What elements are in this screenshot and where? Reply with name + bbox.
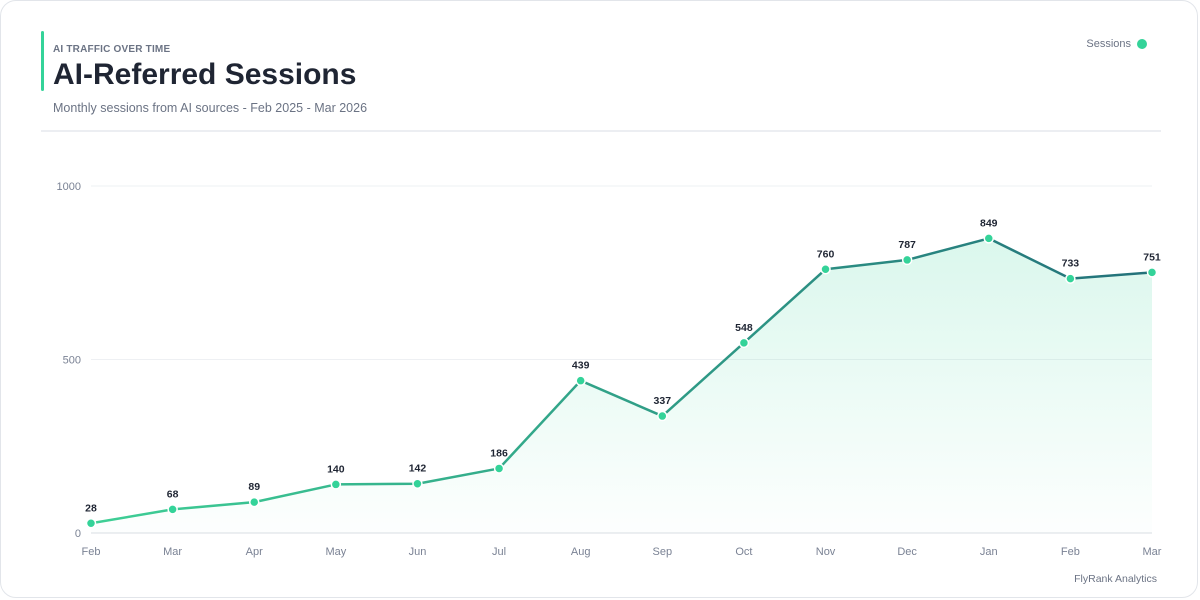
data-point [412, 478, 423, 489]
footer-credit: FlyRank Analytics [1074, 573, 1157, 585]
data-label: 548 [735, 322, 753, 334]
x-tick-label: Feb [1061, 546, 1080, 558]
data-label: 751 [1143, 251, 1161, 263]
data-label: 787 [898, 239, 916, 251]
data-point [493, 463, 505, 474]
data-point [657, 410, 668, 422]
data-point [820, 264, 831, 275]
data-point [167, 504, 178, 515]
accent-bar [41, 31, 44, 91]
series-line [89, 237, 1154, 525]
x-tick-label: Sep [653, 546, 673, 558]
data-label: 760 [817, 248, 835, 260]
x-tick-label: Dec [897, 546, 917, 558]
legend: Sessions [1086, 38, 1147, 50]
data-label: 186 [490, 447, 508, 459]
data-point [330, 479, 342, 490]
chart-title: AI-Referred Sessions [53, 58, 357, 91]
data-point [1146, 267, 1158, 278]
chart-kicker: AI TRAFFIC OVER TIME [53, 44, 171, 55]
data-point [248, 496, 260, 508]
data-label: 140 [327, 463, 345, 475]
x-tick-label: Nov [816, 546, 836, 558]
y-tick-label: 0 [75, 528, 81, 540]
data-label: 89 [248, 481, 260, 493]
data-label: 733 [1062, 258, 1080, 270]
data-label: 142 [409, 463, 427, 475]
x-tick-label: Oct [735, 546, 752, 558]
data-label: 849 [980, 217, 998, 229]
chart-subtitle: Monthly sessions from AI sources - Feb 2… [53, 101, 368, 115]
y-tick-label: 500 [63, 355, 81, 367]
x-tick-label: Mar [163, 546, 182, 558]
data-point [85, 518, 97, 529]
header-divider [41, 130, 1161, 132]
area-fill [91, 238, 1152, 533]
x-tick-label: Jul [492, 546, 506, 558]
x-tick-label: Apr [246, 546, 263, 558]
x-tick-label: Jun [409, 546, 427, 558]
data-label: 28 [85, 502, 97, 514]
data-point [575, 375, 586, 386]
legend-dot-icon [1137, 39, 1147, 49]
data-label: 439 [572, 360, 590, 372]
data-point [901, 254, 913, 266]
data-point [738, 337, 750, 349]
x-tick-label: Feb [82, 546, 101, 558]
data-label: 68 [167, 488, 179, 500]
data-label: 337 [654, 395, 672, 407]
y-tick-label: 1000 [57, 181, 81, 193]
x-tick-label: Aug [571, 546, 591, 558]
data-point [1065, 273, 1076, 284]
x-tick-label: May [325, 546, 346, 558]
x-tick-label: Mar [1143, 546, 1162, 558]
legend-label: Sessions [1086, 38, 1131, 50]
data-point [983, 233, 995, 244]
x-tick-label: Jan [980, 546, 998, 558]
